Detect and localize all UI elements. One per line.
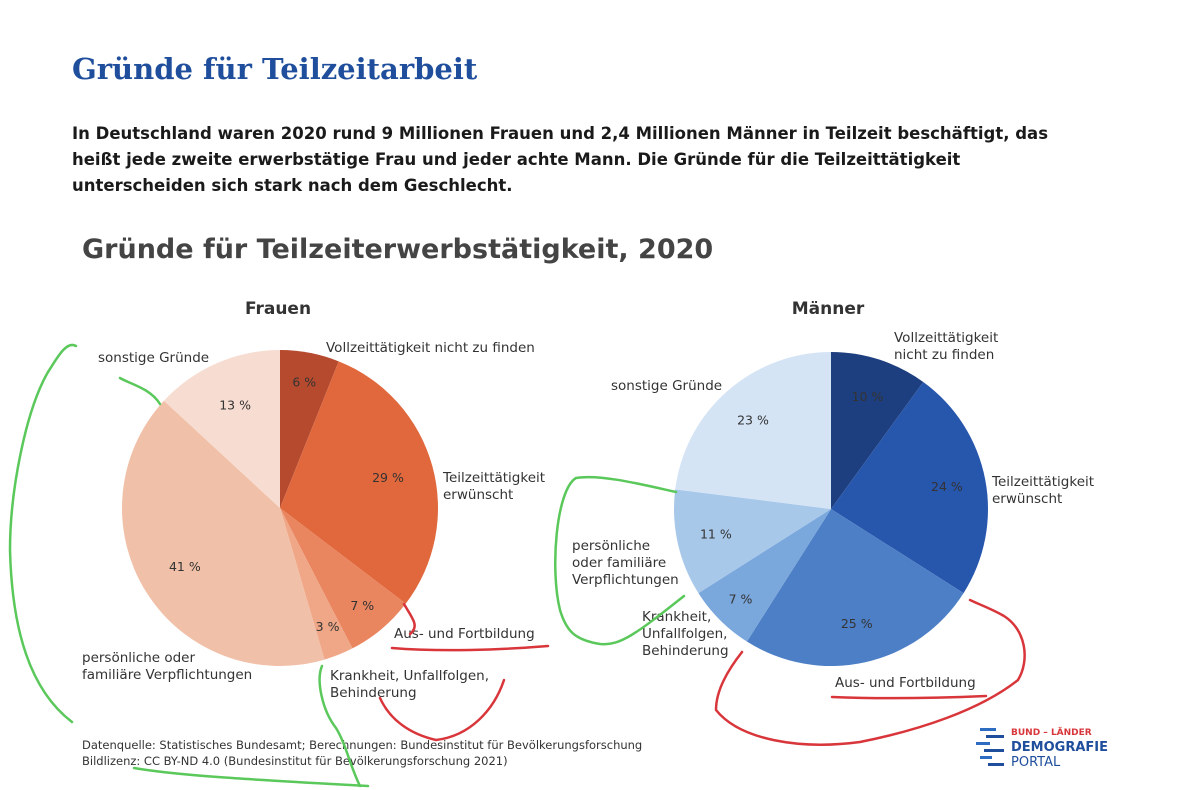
maenner-slice-vollzeit [831, 352, 924, 509]
label-maenner-familie: persönliche oder familiäre Verpflichtungen [572, 538, 679, 588]
maenner-slice-teilzeit [831, 381, 989, 594]
logo-text-demografie: DEMOGRAFIE [1011, 740, 1108, 755]
chart-title-frauen: Frauen [245, 299, 311, 319]
frauen-slice-ausbildung [280, 508, 406, 649]
red-underline-annotation-frauen [378, 602, 550, 742]
demografie-portal-logo: BUND – LÄNDER DEMOGRAFIE PORTAL [976, 727, 1108, 770]
maenner-slice-familie [673, 489, 831, 594]
green-bracket-annotation-frauen [8, 343, 370, 788]
frauen-value-label-familie: 41 % [169, 559, 201, 574]
logo-text-portal: PORTAL [1011, 755, 1061, 770]
frauen-value-label-krankheit: 3 % [316, 619, 340, 634]
maenner-value-label-teilzeit: 24 % [931, 479, 963, 494]
page-title: Gründe für Teilzeitarbeit [72, 52, 478, 86]
maenner-value-label-sonstige: 23 % [737, 412, 769, 427]
logo-stripes-icon [976, 728, 1004, 766]
figure-graphic: Gründe für Teilzeiterwerbstätigkeit, 202… [8, 234, 1108, 788]
logo-text-bund-laender: BUND – LÄNDER [1011, 727, 1092, 738]
frauen-value-label-teilzeit: 29 % [372, 470, 404, 485]
frauen-value-label-sonstige: 13 % [219, 397, 251, 412]
frauen-slice-familie [122, 400, 325, 666]
label-frauen-ausbildung: Aus- und Fortbildung [394, 626, 535, 642]
green-bracket-annotation-maenner [554, 475, 686, 646]
frauen-slice-vollzeit [280, 350, 339, 508]
red-underline-annotation-maenner [714, 598, 1026, 746]
label-maenner-sonstige: sonstige Gründe [611, 378, 722, 394]
label-frauen-sonstige: sonstige Gründe [98, 350, 209, 366]
figure-title: Gründe für Teilzeiterwerbstätigkeit, 202… [82, 234, 713, 265]
label-frauen-vollzeit: Vollzeittätigkeit nicht zu finden [326, 340, 535, 356]
label-frauen-krankheit: Krankheit, Unfallfolgen, Behinderung [330, 668, 489, 701]
label-maenner-vollzeit: Vollzeittätigkeit nicht zu finden [894, 330, 998, 363]
maenner-slice-krankheit [698, 509, 831, 642]
chart-title-maenner: Männer [792, 299, 865, 319]
frauen-slice-sonstige [163, 350, 280, 508]
maenner-value-label-ausbildung: 25 % [841, 616, 873, 631]
maenner-value-label-familie: 11 % [700, 527, 732, 542]
source-line: Datenquelle: Statistisches Bundesamt; Be… [82, 738, 642, 752]
pie-chart-maenner: 10 % 24 % 25 % 7 % 11 % 23 % [673, 352, 989, 666]
frauen-slice-krankheit [280, 508, 353, 660]
frauen-value-label-ausbildung: 7 % [350, 598, 374, 613]
pie-chart-frauen: 6 % 29 % 7 % 3 % 41 % 13 % [122, 350, 439, 666]
frauen-slice-teilzeit [280, 361, 439, 604]
maenner-value-label-vollzeit: 10 % [852, 389, 884, 404]
label-maenner-krankheit: Krankheit, Unfallfolgen, Behinderung [642, 609, 729, 659]
label-frauen-teilzeit: Teilzeittätigkeit erwünscht [442, 470, 545, 503]
intro-paragraph: In Deutschland waren 2020 rund 9 Million… [72, 124, 1049, 195]
frauen-value-label-vollzeit: 6 % [292, 374, 316, 389]
maenner-value-label-krankheit: 7 % [729, 592, 753, 607]
label-frauen-familie: persönliche oder familiäre Verpflichtunge… [82, 650, 252, 683]
maenner-slice-sonstige [675, 352, 831, 509]
maenner-slice-ausbildung [746, 509, 964, 666]
label-maenner-ausbildung: Aus- und Fortbildung [835, 675, 976, 691]
license-line: Bildlizenz: CC BY-ND 4.0 (Bundesinstitut… [82, 754, 508, 768]
label-maenner-teilzeit: Teilzeittätigkeit erwünscht [991, 474, 1094, 507]
